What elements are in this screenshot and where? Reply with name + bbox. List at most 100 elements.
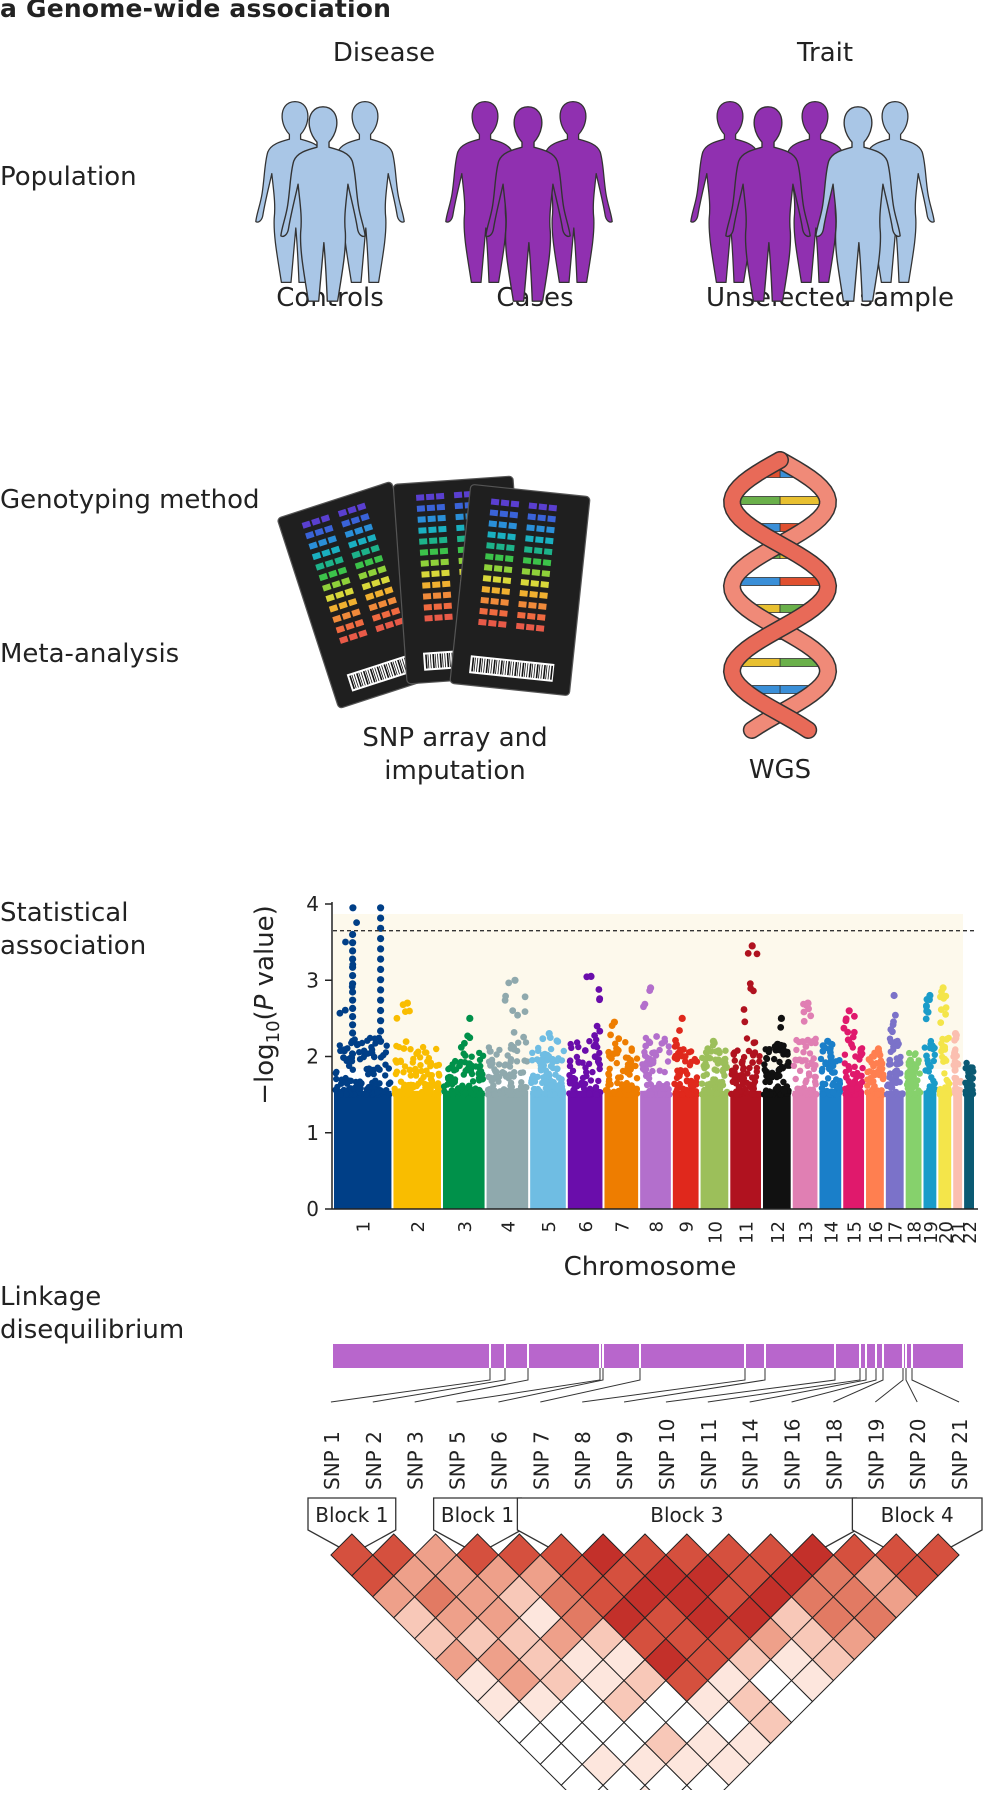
snp-point [602,1087,610,1094]
snp-point [659,1040,666,1047]
snp-point [804,1062,811,1069]
snp-point [683,1078,691,1085]
chromosome-17-body [885,1090,904,1209]
snp-point [605,1071,613,1079]
snp-point [923,1090,931,1098]
snp-array-caption-line1: SNP array and [362,723,548,753]
snp-point [943,1035,950,1043]
snp-point [539,1035,547,1043]
snp-peak-point [824,1037,832,1045]
snp-point [951,1066,959,1074]
snp-peak-point [511,976,519,984]
snp-connector [911,1368,960,1403]
snp-point [852,1053,859,1060]
snp-point [718,1059,725,1066]
snp-point [893,1070,900,1077]
snp-point [419,1043,427,1051]
snp-point [753,950,761,958]
snp-point [377,935,385,943]
chromosome-tick-12: 12 [768,1221,789,1244]
row-label-meta-analysis: Meta-analysis [0,639,180,669]
snp-point [892,1011,899,1019]
snp-point [434,1080,442,1087]
snp-point [520,1033,527,1041]
snp-point [806,1050,814,1057]
snp-point [377,1037,385,1045]
snp-point [691,1055,698,1063]
snp-point [409,1059,416,1066]
snp-point [909,1074,917,1082]
snp-point [586,1090,593,1098]
snp-point [371,1053,378,1061]
snp-point [349,963,357,971]
snp-label: SNP 5 [446,1431,470,1490]
snp-point [927,1063,934,1070]
snp-point [951,1058,959,1066]
snp-point [682,1067,689,1074]
snp-point [349,980,357,988]
ld-cell [916,1533,960,1577]
snp-point [937,1019,945,1026]
snp-point [507,1088,514,1095]
snp-point [372,1040,379,1047]
ld-cell [639,1784,651,1790]
snp-point [415,1048,422,1055]
snp-point [649,1057,657,1065]
snp-point [472,1085,479,1092]
snp-point [462,1089,469,1097]
snp-point [755,1091,762,1098]
snp-point [663,1082,670,1089]
chromosome-tick-5: 5 [539,1221,560,1232]
chromosome-6-body [567,1090,603,1209]
snp-point [349,939,357,947]
snp-point [382,1061,389,1068]
snp-connector [498,1368,604,1403]
snp-point [402,1038,410,1045]
snp-point [349,955,357,963]
snp-point [793,1046,800,1054]
snp-point [418,1067,425,1075]
snp-point [705,1088,713,1096]
snp-point [613,1059,620,1067]
chromosome-tick-19: 19 [921,1221,942,1244]
snp-point [489,1060,496,1067]
snp-point [746,980,754,987]
snp-point [529,1057,536,1064]
snp-point [801,1088,809,1096]
snp-point [870,1062,877,1070]
snp-point [940,1058,947,1065]
snp-peak-point [906,1056,915,1064]
snp-point [746,1064,753,1072]
snp-peak-point [678,1014,686,1022]
chromosome-11-points [728,942,763,1209]
snp-point [349,930,357,939]
chromosome-14-points [817,1037,844,1209]
snp-point [963,1059,970,1067]
snp-point [538,1057,545,1065]
snp-point [433,1045,440,1053]
snp-peak-point [403,999,411,1007]
chromosome-tick-22: 22 [960,1221,981,1244]
manhattan-points [332,904,977,1209]
snp-point [402,1008,409,1015]
snp-point [819,1091,827,1098]
snp-point [493,1068,500,1076]
snp-point [333,1068,340,1076]
snp-point [713,1090,720,1097]
snp-point [362,1091,370,1098]
snp-point [434,1085,442,1092]
snp-peak-point [610,1018,619,1026]
snp-point [339,1079,346,1086]
chromosome-10-points [698,1037,731,1209]
snp-peak-point [466,1014,474,1022]
chromosome-5-body [530,1090,566,1209]
snp-point [633,1055,641,1062]
snp-chip-3 [449,484,591,696]
snp-point [425,1091,432,1098]
snp-point [518,1079,525,1086]
snp-connector [875,1368,904,1403]
wgs-caption: WGS [748,755,812,785]
snp-point [774,1072,781,1080]
snp-point [930,1057,937,1065]
snp-point [915,1057,922,1064]
